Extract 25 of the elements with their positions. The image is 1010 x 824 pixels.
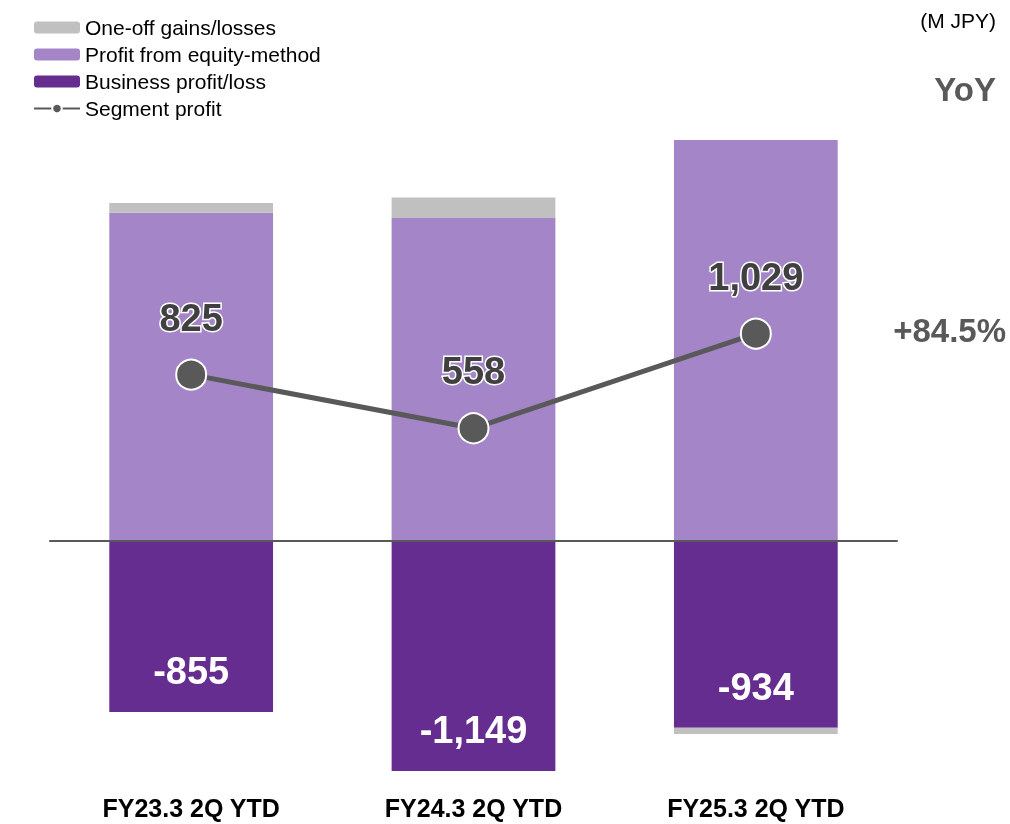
data-label: 825 — [159, 296, 223, 339]
bar — [109, 212, 274, 541]
bar — [391, 540, 556, 771]
x-tick-label: FY23.3 2Q YTD — [102, 793, 280, 822]
data-label: -934 — [717, 665, 794, 708]
legend-label: One-off gains/losses — [85, 16, 277, 39]
data-label: -1,149 — [419, 708, 528, 751]
text: (M JPY) — [920, 9, 996, 32]
data-label: -855 — [153, 649, 230, 692]
bar — [391, 197, 556, 219]
bar — [673, 140, 838, 541]
legend-label: Business profit/loss — [85, 70, 266, 93]
x-tick-label: FY25.3 2Q YTD — [667, 793, 845, 822]
annotation: +84.5% — [893, 312, 1006, 349]
text: YoY — [934, 71, 996, 108]
bar — [673, 540, 838, 728]
x-tick-label: FY24.3 2Q YTD — [384, 793, 563, 822]
bar — [109, 540, 274, 712]
bar — [673, 727, 838, 734]
legend-label: Profit from equity-method — [85, 43, 321, 66]
data-label: 1,029 — [708, 255, 804, 298]
bar — [109, 203, 274, 213]
data-label: 558 — [441, 350, 506, 393]
bar — [391, 218, 556, 541]
legend-label: Segment profit — [85, 97, 222, 120]
